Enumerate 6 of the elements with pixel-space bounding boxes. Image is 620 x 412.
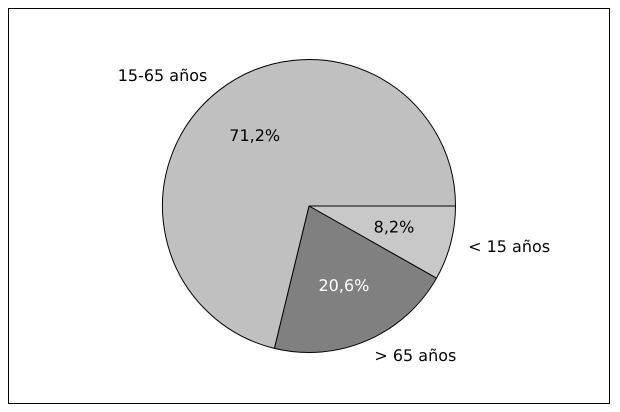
data-label: 20,6% <box>318 276 370 295</box>
slice-label: > 65 años <box>374 346 456 366</box>
slice-label: 15-65 años <box>118 66 208 85</box>
data-label: 71,2% <box>229 126 280 146</box>
data-label: 8,2% <box>374 218 414 237</box>
slice-label: < 15 años <box>468 237 550 256</box>
